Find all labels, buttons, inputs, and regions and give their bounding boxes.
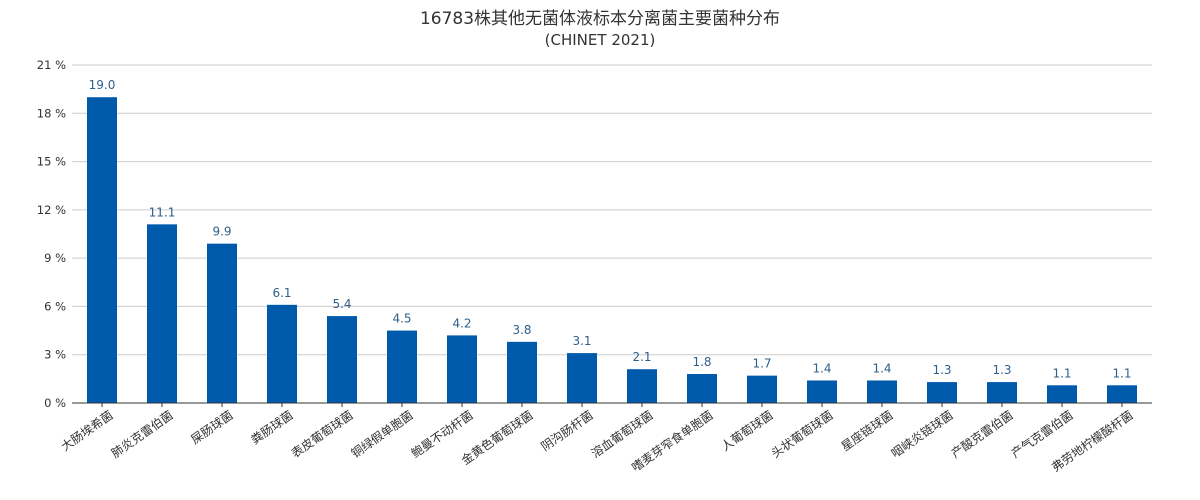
y-tick-label: 0 % <box>44 396 66 410</box>
y-tick-label: 6 % <box>44 299 66 313</box>
bar <box>927 382 957 403</box>
data-label: 1.1 <box>1052 366 1071 380</box>
data-label: 6.1 <box>272 286 291 300</box>
bar <box>387 330 417 403</box>
y-tick-label: 12 % <box>37 203 66 217</box>
x-tick-label: 肺炎克雷伯菌 <box>108 407 176 461</box>
bar <box>867 380 897 403</box>
data-label: 11.1 <box>149 205 176 219</box>
data-label: 1.3 <box>932 363 951 377</box>
y-tick-label: 21 % <box>37 58 66 72</box>
data-label: 1.4 <box>812 361 831 375</box>
x-tick-label: 铜绿假单胞菌 <box>348 407 416 461</box>
bar <box>627 369 657 403</box>
x-tick-label: 星座链球菌 <box>838 407 896 454</box>
bar <box>87 97 117 403</box>
bar <box>687 374 717 403</box>
bar <box>447 335 477 403</box>
x-tick-label: 产酸克雷伯菌 <box>948 407 1016 461</box>
x-tick-label: 粪肠球菌 <box>248 408 295 447</box>
data-label: 1.3 <box>992 363 1011 377</box>
x-tick-label: 表皮葡萄球菌 <box>289 408 356 461</box>
chart-subtitle: (CHINET 2021) <box>544 31 656 49</box>
data-label: 5.4 <box>332 297 351 311</box>
x-tick-label: 头状葡萄球菌 <box>769 408 836 461</box>
x-tick-label: 咽峡炎链球菌 <box>888 407 956 461</box>
bar <box>507 341 537 403</box>
bar <box>567 353 597 403</box>
bar <box>267 304 297 403</box>
bar <box>1047 385 1077 403</box>
x-tick-label: 屎肠球菌 <box>188 408 235 447</box>
x-tick-label: 大肠埃希菌 <box>58 407 116 454</box>
data-label: 1.7 <box>752 357 771 371</box>
y-tick-label: 15 % <box>37 155 66 169</box>
bar <box>807 380 837 403</box>
data-label: 2.1 <box>632 350 651 364</box>
bar <box>207 243 237 403</box>
data-label: 4.2 <box>452 316 471 330</box>
y-tick-label: 18 % <box>37 106 66 120</box>
data-label: 3.8 <box>512 323 531 337</box>
data-label: 3.1 <box>572 334 591 348</box>
x-tick-label: 阴沟肠杆菌 <box>539 408 596 454</box>
bar <box>1107 385 1137 403</box>
y-tick-label: 3 % <box>44 348 66 362</box>
data-label: 4.5 <box>392 312 411 326</box>
bar <box>147 224 177 403</box>
bar <box>987 382 1017 403</box>
x-tick-label: 人葡萄球菌 <box>719 408 776 454</box>
chart-title: 16783株其他无菌体液标本分离菌主要菌种分布 <box>419 9 781 29</box>
bar <box>747 375 777 403</box>
data-label: 1.8 <box>692 355 711 369</box>
data-label: 1.1 <box>1112 366 1131 380</box>
data-label: 9.9 <box>212 225 231 239</box>
data-label: 1.4 <box>872 361 891 375</box>
bar <box>327 316 357 403</box>
data-label: 19.0 <box>89 78 116 92</box>
y-tick-label: 9 % <box>44 251 66 265</box>
